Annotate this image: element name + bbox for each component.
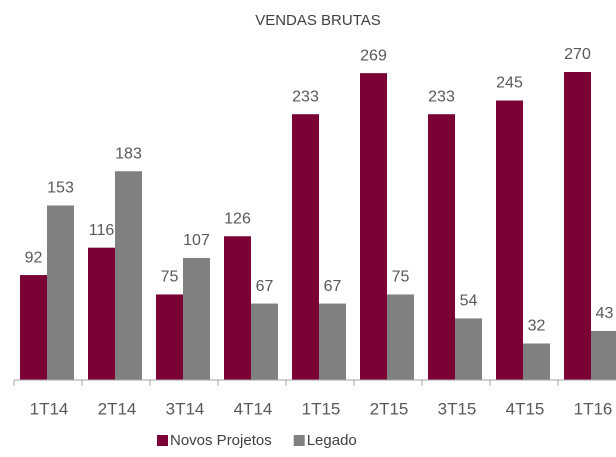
bar: [224, 236, 251, 380]
bar: [183, 257, 210, 380]
bar: [20, 275, 47, 380]
value-label: 233: [428, 88, 455, 105]
bar: [523, 343, 550, 380]
bar: [319, 303, 346, 380]
value-label: 92: [25, 249, 43, 266]
value-label: 75: [392, 269, 410, 286]
x-tick-label: 1T14: [30, 399, 69, 418]
bar: [360, 73, 387, 380]
value-label: 75: [161, 269, 179, 286]
value-label: 32: [528, 318, 546, 335]
value-label: 270: [564, 46, 591, 63]
bar: [156, 294, 183, 380]
value-label: 107: [183, 232, 210, 249]
value-label: 183: [115, 145, 142, 162]
bar: [251, 303, 278, 380]
bar: [591, 330, 616, 380]
x-tick-label: 4T15: [506, 399, 545, 418]
bar: [564, 72, 591, 380]
bar: [387, 294, 414, 380]
legend-label: Legado: [307, 432, 357, 449]
value-label: 269: [360, 47, 387, 64]
value-label: 43: [596, 305, 614, 322]
value-label: 67: [256, 278, 274, 295]
x-tick-label: 2T15: [370, 399, 409, 418]
bar: [455, 318, 482, 380]
value-label: 233: [292, 88, 319, 105]
chart-title: VENDAS BRUTAS: [255, 12, 381, 29]
value-label: 67: [324, 278, 342, 295]
value-label: 116: [89, 222, 115, 239]
x-tick-label: 3T14: [166, 399, 205, 418]
x-tick-label: 1T15: [302, 399, 341, 418]
x-tick-label: 1T16: [574, 399, 613, 418]
value-label: 153: [47, 180, 74, 197]
bar: [292, 114, 319, 381]
value-label: 245: [496, 75, 523, 92]
x-tick-label: 2T14: [98, 399, 137, 418]
bar: [115, 171, 142, 380]
bar: [88, 247, 115, 380]
bar: [496, 100, 523, 380]
value-label: 54: [460, 293, 478, 310]
bar: [47, 205, 74, 380]
legend-label: Novos Projetos: [170, 432, 272, 449]
x-tick-label: 3T15: [438, 399, 477, 418]
legend-swatch: [293, 435, 305, 446]
x-tick-label: 4T14: [234, 399, 273, 418]
legend-swatch: [157, 435, 168, 446]
value-label: 126: [224, 210, 251, 227]
bar: [428, 114, 455, 381]
